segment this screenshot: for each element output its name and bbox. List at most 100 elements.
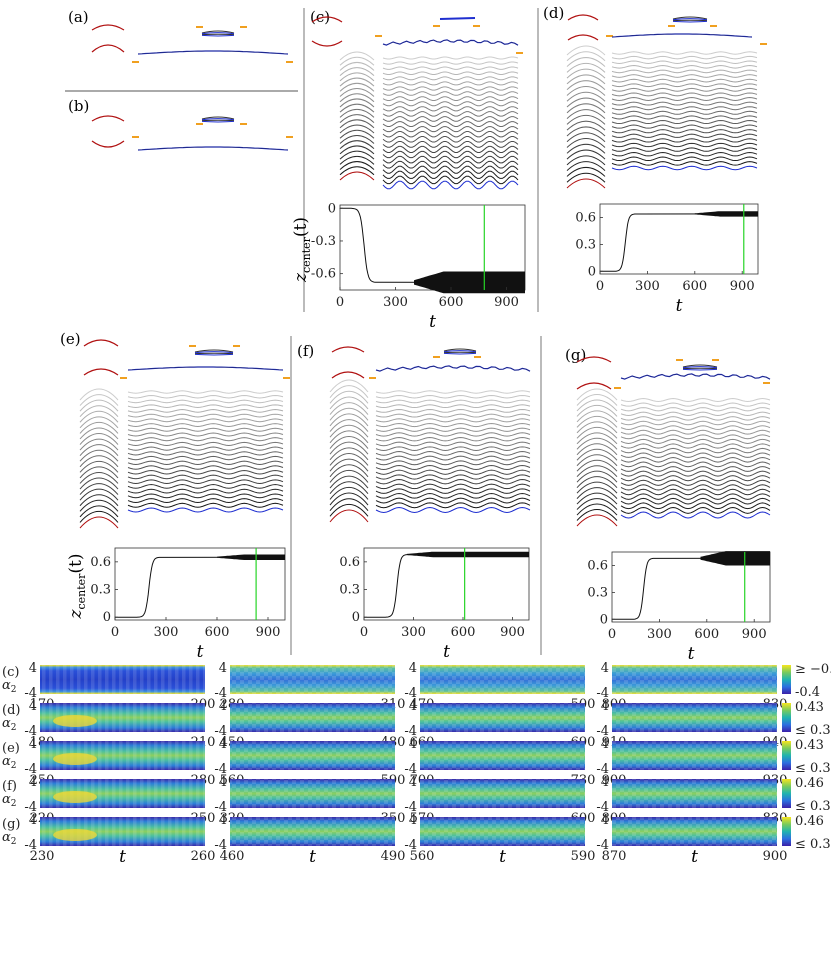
zcenter-xtick-g: 600 xyxy=(694,627,719,642)
stack-d-wave xyxy=(611,115,758,120)
stack-e-arch xyxy=(79,510,119,523)
stack-g-arch xyxy=(576,498,618,510)
heatmap-ylabel: α2 xyxy=(2,716,17,733)
stack-c-arch xyxy=(339,140,375,150)
stack-d-wave xyxy=(611,129,758,134)
zcenter-plot-g: 0.6 0.3 00 300 600 900 t xyxy=(587,551,771,664)
heatmap-hotspot xyxy=(53,828,97,841)
colorbar-max: 0.43 xyxy=(795,738,824,753)
stack-d-wave xyxy=(611,87,758,92)
stack-g-wave xyxy=(620,470,771,477)
stack-c-wave xyxy=(382,76,519,81)
stack-d-wave xyxy=(611,60,758,64)
zcenter-xtick-g: 900 xyxy=(742,627,767,642)
zcenter-ytick-c: -0.6 xyxy=(311,267,336,282)
stack-c-wave xyxy=(382,165,519,174)
heatmap-xlabel: t xyxy=(309,847,316,867)
sketch-b-bundle xyxy=(201,120,235,123)
heatmap-ytick-top: 4 xyxy=(601,661,609,676)
zcenter-xtick-f: 900 xyxy=(500,625,525,640)
stack-c-arch xyxy=(339,119,375,129)
sketch-g-bundle xyxy=(682,366,718,369)
sketch-a-red xyxy=(91,44,125,53)
sketch-c-red2 xyxy=(311,40,343,47)
stack-d-wave xyxy=(611,69,758,74)
heatmap-texture xyxy=(420,817,585,846)
zcenter-ytick-g: 0.6 xyxy=(587,558,608,573)
stack-c-wave xyxy=(382,136,519,143)
heatmap-ylabel: α2 xyxy=(2,678,17,695)
zcenter-ytick-c: 0 xyxy=(328,201,336,216)
heatmap-ylabel: α2 xyxy=(2,754,17,771)
stack-g-arch xyxy=(576,404,618,417)
heatmap-texture xyxy=(612,665,777,694)
sketch-f-red2 xyxy=(331,371,365,379)
stack-g-arch xyxy=(576,393,618,406)
sketch-e-bundle xyxy=(194,349,234,353)
stack-f-wave xyxy=(375,427,531,432)
sketch-d-bundle xyxy=(672,16,708,20)
stack-f-wave xyxy=(375,446,531,451)
zcenter-xtick-f: 600 xyxy=(451,625,476,640)
stack-d-wave xyxy=(611,51,758,55)
heatmap-ytick-bottom: -4 xyxy=(596,762,609,777)
stack-f-arch xyxy=(329,407,369,421)
stack-f-wave xyxy=(375,422,531,428)
stack-g-arch xyxy=(576,503,618,516)
zcenter-xtick-d: 900 xyxy=(730,279,755,294)
colorbar-min: ≤ 0.32 xyxy=(795,799,831,814)
sketch-e-red2 xyxy=(83,368,119,376)
zcenter-xtick-e: 300 xyxy=(154,625,179,640)
sketch-d-red2 xyxy=(567,34,599,41)
sketch-e-beam-overlay xyxy=(127,366,284,371)
zcenter-oscillation-g xyxy=(700,551,770,566)
sketch-g-red xyxy=(576,356,612,363)
stack-e-wave xyxy=(127,451,284,456)
stack-c-wave xyxy=(382,160,519,169)
panel-label-c: (c) xyxy=(310,8,330,26)
stack-c-wave xyxy=(382,175,519,185)
stack-f-arch xyxy=(329,503,369,517)
stack-f-wave xyxy=(375,413,531,418)
heatmap-texture xyxy=(420,703,585,732)
stack-e-arch xyxy=(79,477,119,490)
stack-e-wave xyxy=(127,427,284,432)
heatmap-texture xyxy=(420,779,585,808)
stack-e-wave xyxy=(127,474,284,480)
heatmap-ytick-top: 4 xyxy=(29,813,37,828)
stack-g-wave xyxy=(620,425,771,430)
heatmap-ytick-top: 4 xyxy=(601,813,609,828)
zcenter-axes-f xyxy=(363,547,530,621)
zcenter-curve-c xyxy=(339,207,526,283)
heatmap-ytick-bottom: -4 xyxy=(404,838,417,853)
stack-g-arch xyxy=(576,448,618,461)
heatmap-ylabel: α2 xyxy=(2,792,17,809)
stack-e-arch xyxy=(79,416,119,429)
stack-d-arch xyxy=(566,143,606,154)
stack-f-wave xyxy=(375,390,531,394)
sketch-b-bundle xyxy=(201,116,235,120)
heatmap-texture xyxy=(612,779,777,808)
stack-f-arch xyxy=(329,464,369,478)
stack-g-arch xyxy=(576,509,618,521)
stack-f-wave xyxy=(375,436,531,442)
stack-e-wave xyxy=(127,441,284,446)
stack-e-arch xyxy=(79,455,119,468)
stack-e-wave xyxy=(127,479,284,484)
heatmap-texture xyxy=(612,817,777,846)
zcenter-xlabel-e: t xyxy=(197,642,204,662)
stack-c-wave xyxy=(382,116,519,122)
stack-g-wave xyxy=(620,497,771,505)
panel-label-f: (f) xyxy=(297,342,314,360)
stack-c-arch xyxy=(339,134,375,144)
stack-c-wave xyxy=(382,91,519,96)
stack-f-arch xyxy=(329,419,369,432)
stack-e-arch xyxy=(79,505,119,518)
stack-e-arch xyxy=(79,433,119,445)
heatmap-ylabel: α2 xyxy=(2,830,17,847)
stack-f-arch xyxy=(329,441,369,455)
stack-e-arch xyxy=(79,421,119,434)
heatmap-texture xyxy=(612,703,777,732)
